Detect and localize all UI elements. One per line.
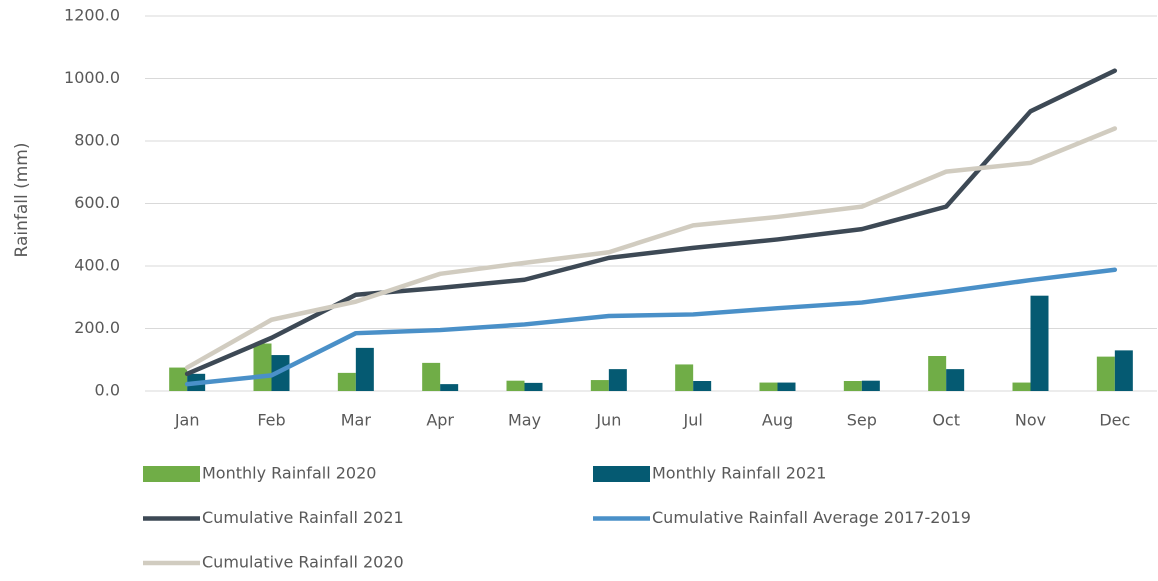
x-tick-label: Oct	[932, 411, 960, 430]
legend-label: Monthly Rainfall 2020	[202, 464, 376, 483]
y-tick-label: 1200.0	[64, 6, 120, 25]
x-tick-label: Jul	[683, 411, 703, 430]
x-tick-label: Feb	[257, 411, 285, 430]
line	[184, 126, 1118, 370]
y-tick-label: 800.0	[74, 131, 120, 150]
bar	[928, 356, 947, 391]
y-tick-label: 600.0	[74, 193, 120, 212]
legend-swatch	[593, 466, 650, 482]
bar	[608, 369, 627, 391]
bar	[759, 382, 778, 391]
x-tick-label: Mar	[341, 411, 372, 430]
y-tick-label: 200.0	[74, 318, 120, 337]
legend-swatch	[143, 466, 200, 482]
bar	[253, 343, 272, 391]
bar	[675, 364, 694, 391]
y-axis-label: Rainfall (mm)	[12, 143, 32, 258]
bar	[337, 372, 356, 391]
bar	[693, 381, 712, 391]
y-tick-label: 1000.0	[64, 68, 120, 87]
bar	[946, 369, 965, 391]
x-tick-label: Nov	[1015, 411, 1046, 430]
x-tick-label: Aug	[762, 411, 793, 430]
y-tick-label: 400.0	[74, 256, 120, 275]
bar	[777, 382, 796, 391]
legend-label: Cumulative Rainfall Average 2017-2019	[652, 508, 971, 527]
bar	[1012, 382, 1031, 391]
bar	[506, 380, 525, 391]
y-tick-label: 0.0	[95, 381, 120, 400]
legend-label: Monthly Rainfall 2021	[652, 464, 826, 483]
x-tick-label: Apr	[426, 411, 454, 430]
bar	[1030, 295, 1049, 391]
legend-label: Cumulative Rainfall 2021	[202, 508, 404, 527]
x-tick-label: Jan	[174, 411, 200, 430]
x-tick-label: Jun	[595, 411, 621, 430]
bar	[440, 384, 459, 391]
line	[184, 68, 1118, 377]
bar	[843, 381, 862, 391]
x-tick-label: May	[508, 411, 541, 430]
bar	[861, 380, 880, 391]
bar	[355, 347, 374, 391]
line	[184, 267, 1118, 387]
x-tick-label: Sep	[847, 411, 877, 430]
legend-label: Cumulative Rainfall 2020	[202, 553, 404, 572]
bar	[169, 367, 188, 391]
bar	[422, 362, 441, 391]
bar	[590, 380, 609, 391]
bar	[524, 382, 543, 391]
x-tick-label: Dec	[1099, 411, 1130, 430]
bar	[1114, 350, 1133, 391]
bar	[1096, 356, 1115, 391]
